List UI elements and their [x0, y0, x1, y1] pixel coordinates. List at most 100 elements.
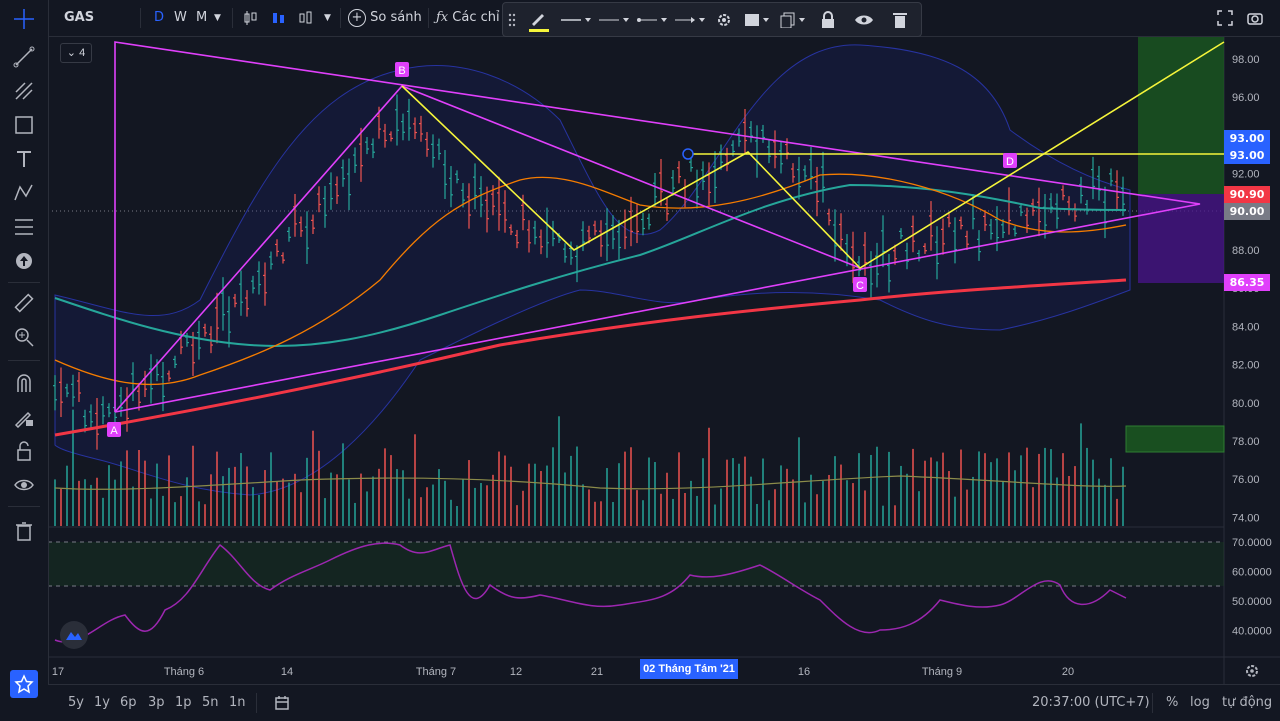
line-end-button[interactable]	[671, 3, 707, 36]
time-tick: 12	[510, 666, 522, 678]
volume-bar	[654, 462, 656, 526]
area-chart-icon[interactable]	[298, 0, 314, 36]
volume-bar	[378, 468, 380, 526]
visibility-template-icon[interactable]	[741, 3, 773, 36]
range-1n[interactable]: 1n	[229, 695, 246, 710]
line-handle[interactable]	[682, 148, 694, 160]
eye-icon[interactable]	[11, 472, 37, 498]
scale-percent[interactable]: %	[1166, 695, 1179, 710]
volume-bar	[1020, 455, 1022, 526]
range-1y[interactable]: 1y	[94, 695, 110, 710]
camera-icon[interactable]	[1246, 0, 1264, 36]
line-start-button[interactable]	[633, 3, 669, 36]
legend-collapse-button[interactable]: ⌄ 4	[60, 43, 92, 63]
ma-long-line	[54, 278, 1127, 437]
volume-bar	[1092, 459, 1094, 526]
range-5n[interactable]: 5n	[202, 695, 219, 710]
symbol-button[interactable]: GAS	[64, 10, 95, 25]
scale-log[interactable]: log	[1190, 695, 1210, 710]
volume-bar	[318, 450, 320, 526]
lock-icon[interactable]	[813, 3, 843, 36]
settings-icon[interactable]	[709, 3, 739, 36]
pattern-label-a[interactable]: A	[107, 422, 121, 437]
chevron-down-icon[interactable]: ▼	[214, 13, 221, 23]
volume-bar	[432, 484, 434, 526]
star-icon[interactable]	[10, 670, 38, 698]
bars-icon[interactable]	[270, 0, 286, 36]
rectangle-icon[interactable]	[11, 112, 37, 138]
line-style-button[interactable]	[595, 3, 631, 36]
pattern-label-d[interactable]: D	[1003, 153, 1017, 168]
time-tick: Tháng 6	[164, 666, 204, 678]
chevron-down-icon[interactable]: ▼	[324, 13, 331, 23]
volume-ma-line	[54, 475, 1127, 490]
volume-bar	[582, 484, 584, 526]
volume-bar	[1122, 466, 1124, 526]
volume-bar	[762, 458, 764, 526]
fib-icon[interactable]	[11, 214, 37, 240]
trash-icon[interactable]	[885, 3, 915, 36]
volume-bar	[102, 497, 104, 526]
volume-bar	[522, 490, 524, 526]
eye-icon[interactable]	[849, 3, 879, 36]
line-color-button[interactable]	[521, 3, 555, 36]
volume-bar	[882, 505, 884, 526]
zoom-icon[interactable]	[11, 324, 37, 350]
volume-bar	[54, 479, 56, 526]
price-axis: 98.0096.0094.0092.0090.0088.0086.0084.00…	[1232, 54, 1260, 524]
bottom-toolbar: 5y 1y 6p 3p 1p 5n 1n 20:37:00 (UTC+7) % …	[48, 684, 1280, 721]
clock[interactable]: 20:37:00 (UTC+7)	[1032, 695, 1150, 710]
range-6p[interactable]: 6p	[120, 695, 137, 710]
range-3p[interactable]: 3p	[148, 695, 165, 710]
range-5y[interactable]: 5y	[68, 695, 84, 710]
price-tick: 78.00	[1232, 436, 1260, 448]
interval-w[interactable]: W	[174, 10, 187, 25]
price-tick: 88.00	[1232, 245, 1260, 257]
compare-button[interactable]: + So sánh	[348, 0, 422, 36]
pencil-lock-icon[interactable]	[11, 404, 37, 430]
volume-bar	[396, 469, 398, 526]
volume-bar	[450, 499, 452, 526]
volume-bar	[264, 470, 266, 526]
trash-icon[interactable]	[11, 518, 37, 544]
settings-icon[interactable]	[1244, 663, 1260, 679]
volume-bar	[900, 465, 902, 526]
rsi-tick: 60.0000	[1232, 567, 1272, 579]
volume-bars	[54, 409, 1124, 526]
volume-bar	[972, 476, 974, 526]
volume-bar	[426, 487, 428, 526]
trendline-icon[interactable]	[11, 44, 37, 70]
arrow-up-icon[interactable]	[11, 248, 37, 274]
volume-bar	[966, 489, 968, 526]
volume-bar	[246, 466, 248, 526]
indicators-button[interactable]: ƒx Các chỉ	[436, 0, 500, 36]
triangle-pattern	[114, 41, 1201, 413]
price-tick: 84.00	[1232, 321, 1260, 333]
drag-handle-icon[interactable]	[505, 3, 519, 36]
text-icon[interactable]	[11, 146, 37, 172]
fullscreen-icon[interactable]	[1216, 0, 1234, 36]
volume-bar	[456, 505, 458, 526]
lock-icon[interactable]	[11, 438, 37, 464]
volume-bar	[978, 451, 980, 526]
date-range-icon[interactable]	[274, 685, 290, 721]
pattern-label-c[interactable]: C	[853, 277, 867, 292]
pattern-icon[interactable]	[11, 180, 37, 206]
volume-bar	[756, 503, 758, 526]
volume-bar	[930, 457, 932, 526]
candle-icon[interactable]	[242, 0, 258, 36]
range-1p[interactable]: 1p	[175, 695, 192, 710]
price-badge-entry: 90.90	[1224, 186, 1270, 203]
interval-d[interactable]: D	[154, 10, 165, 25]
price-badge-target: 93.00	[1224, 130, 1270, 147]
clone-icon[interactable]	[777, 3, 809, 36]
interval-m[interactable]: M	[196, 10, 208, 25]
line-width-button[interactable]	[557, 3, 593, 36]
scale-auto[interactable]: tự động	[1222, 695, 1273, 710]
magnet-icon[interactable]	[11, 370, 37, 396]
pitchfork-icon[interactable]	[11, 78, 37, 104]
pattern-label-b[interactable]: B	[395, 62, 409, 77]
crosshair-icon[interactable]	[11, 6, 37, 32]
ruler-icon[interactable]	[11, 290, 37, 316]
